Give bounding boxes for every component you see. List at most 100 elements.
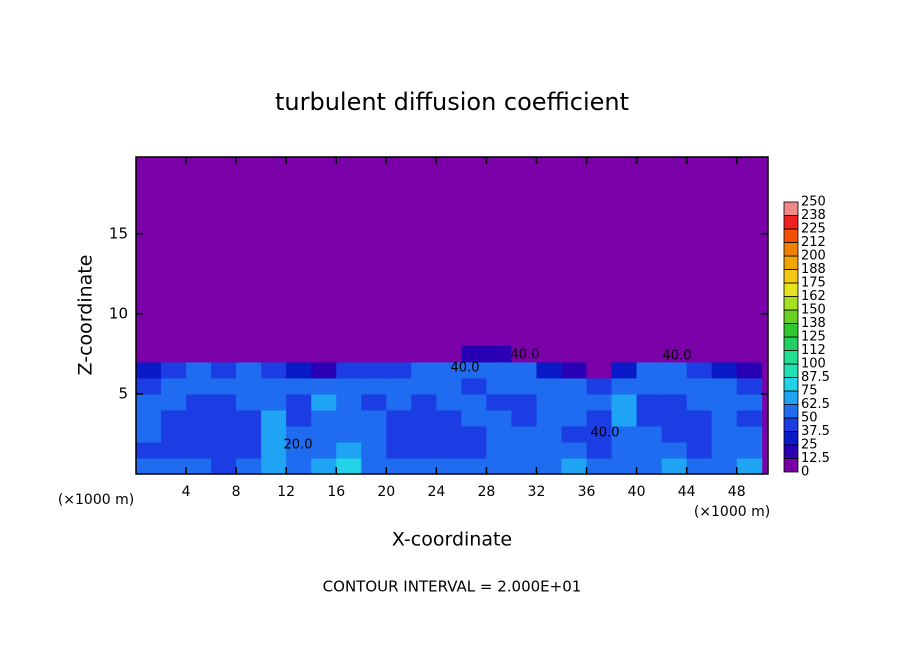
field-cell <box>411 409 437 427</box>
field-cell <box>386 425 412 443</box>
field-cell <box>636 441 663 459</box>
colorbar-label: 200 <box>801 249 826 264</box>
field-cell <box>661 345 688 363</box>
field-cell <box>361 377 387 395</box>
field-cell <box>386 441 412 459</box>
field-cell <box>161 393 187 411</box>
field-cell <box>436 393 462 411</box>
colorbar-label: 50 <box>801 411 818 426</box>
colorbar-swatch <box>783 201 799 216</box>
field-cell <box>136 425 162 443</box>
field-cell <box>611 345 638 363</box>
colorbar-label: 37.5 <box>801 424 830 439</box>
x-tick-label: 8 <box>232 484 241 500</box>
field-cell <box>561 425 588 443</box>
field-cell <box>411 345 437 363</box>
field-cell <box>661 425 688 443</box>
field-cell <box>361 361 387 379</box>
field-cell <box>336 457 362 474</box>
field-cell <box>586 457 613 474</box>
field-cell <box>286 393 312 411</box>
field-cell <box>511 425 537 443</box>
field-cell <box>511 457 537 474</box>
field-cell <box>686 457 713 474</box>
colorbar-swatch <box>783 242 799 257</box>
field-cell <box>186 425 212 443</box>
field-cell <box>536 425 563 443</box>
field-cell <box>736 425 763 443</box>
field-cell <box>536 377 563 395</box>
field-cell <box>336 361 362 379</box>
colorbar-swatch <box>783 390 799 405</box>
field-cell <box>586 441 613 459</box>
field-cell <box>161 441 187 459</box>
colorbar-label: 100 <box>801 357 826 372</box>
field-cell <box>286 425 312 443</box>
colorbar-label: 250 <box>801 195 826 210</box>
field-cell <box>436 441 462 459</box>
field-cell <box>736 377 763 395</box>
field-cell <box>211 425 237 443</box>
field-cell <box>561 409 588 427</box>
x-tick-label: 12 <box>277 484 295 500</box>
field-cell <box>711 345 738 363</box>
field-cell <box>386 409 412 427</box>
field-cell <box>386 393 412 411</box>
field-cell <box>536 361 563 379</box>
field-cell <box>611 361 638 379</box>
field-cell <box>236 361 262 379</box>
colorbar-swatch <box>783 431 799 446</box>
field-cell <box>311 409 337 427</box>
colorbar-label: 112 <box>801 343 826 358</box>
field-cell <box>336 425 362 443</box>
field-cell <box>261 393 287 411</box>
field-cell <box>661 457 688 474</box>
field-cell <box>161 377 187 395</box>
field-cell <box>611 393 638 411</box>
field-cell <box>136 393 162 411</box>
x-unit: (×1000 m) <box>694 504 770 520</box>
field-cell <box>586 409 613 427</box>
colorbar-label: 87.5 <box>801 370 830 385</box>
field-cell <box>211 377 237 395</box>
field-cell <box>461 409 487 427</box>
colorbar-swatch <box>783 323 799 338</box>
field-cell <box>261 425 287 443</box>
field-cell <box>461 425 487 443</box>
field-cell <box>436 425 462 443</box>
field-cell <box>386 361 412 379</box>
field-cell <box>436 377 462 395</box>
field-cell <box>161 457 187 474</box>
field-cell <box>711 393 738 411</box>
field-cell <box>561 361 588 379</box>
field-cell <box>686 345 713 363</box>
colorbar-swatch <box>783 336 799 351</box>
field-cell <box>536 345 563 363</box>
colorbar-label: 125 <box>801 330 826 345</box>
field-cell <box>636 361 663 379</box>
field-cell <box>161 345 187 363</box>
field-cell <box>561 457 588 474</box>
x-tick-label: 24 <box>427 484 445 500</box>
field-cell <box>536 393 563 411</box>
field-cell <box>186 377 212 395</box>
field-cell <box>236 441 262 459</box>
colorbar-swatch <box>783 309 799 324</box>
field-cell <box>686 409 713 427</box>
colorbar-label: 0 <box>801 465 809 480</box>
field-cell <box>386 377 412 395</box>
field-cell <box>136 457 162 474</box>
field-cell <box>686 425 713 443</box>
field-cell <box>711 361 738 379</box>
x-axis-label: X-coordinate <box>392 529 512 551</box>
field-cell <box>386 345 412 363</box>
field-cell <box>711 377 738 395</box>
colorbar-swatch <box>783 377 799 392</box>
field-cell <box>436 409 462 427</box>
field-cell <box>461 377 487 395</box>
field-cell <box>336 409 362 427</box>
field-cell <box>736 409 763 427</box>
contour-label: 40.0 <box>511 348 540 363</box>
colorbar-label: 212 <box>801 235 826 250</box>
